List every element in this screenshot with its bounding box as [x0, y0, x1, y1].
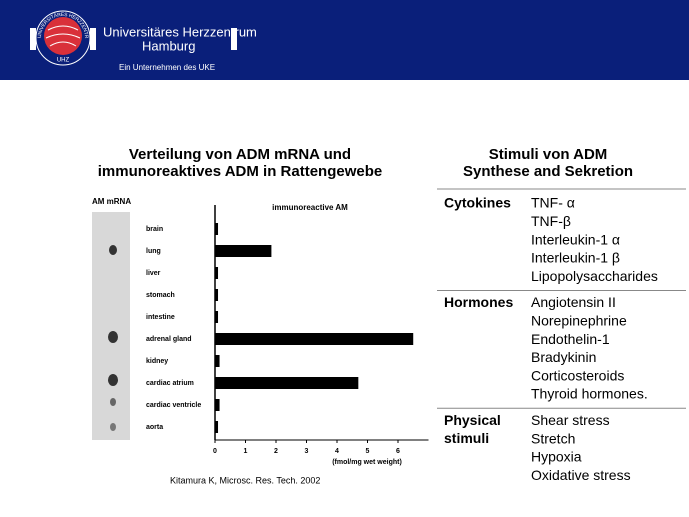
x-tick-label: 0	[213, 448, 217, 455]
blot-band	[110, 423, 116, 431]
blot-band	[109, 245, 117, 255]
category-label: kidney	[146, 358, 168, 365]
right-title: Synthese and Sekretion	[463, 163, 633, 180]
row-item: Endothelin-1	[531, 331, 610, 347]
bar	[215, 311, 219, 323]
blot-bands	[108, 245, 118, 431]
x-tick-label: 5	[366, 448, 370, 455]
blot-band	[108, 374, 118, 386]
bar	[215, 223, 219, 235]
x-tick-label: 6	[396, 448, 400, 455]
row-item: Interleukin-1 β	[531, 250, 620, 266]
row-label: Cytokines	[444, 195, 511, 211]
header-band	[0, 0, 689, 80]
row-item: Lipopolysaccharides	[531, 268, 658, 284]
row-item: TNF-β	[531, 213, 571, 229]
row-item: Oxidative stress	[531, 467, 631, 483]
bar	[215, 333, 414, 345]
citation: Kitamura K, Microsc. Res. Tech. 2002	[170, 475, 320, 485]
category-label: stomach	[146, 292, 175, 299]
blot-band	[110, 398, 116, 406]
x-axis-label: (fmol/mg wet weight)	[332, 459, 402, 466]
logo-lines	[45, 25, 81, 47]
x-tick-label: 1	[244, 448, 248, 455]
row-label: stimuli	[444, 430, 489, 446]
bar	[215, 267, 219, 279]
row-item: Interleukin-1 α	[531, 231, 620, 247]
bar	[215, 355, 220, 367]
row-label: Hormones	[444, 294, 513, 310]
blot-band	[108, 331, 118, 343]
row-item: Norepinephrine	[531, 313, 627, 329]
left-title: Verteilung von ADM mRNA und	[129, 146, 351, 163]
row-item: Thyroid hormones.	[531, 386, 648, 402]
logo-ring	[35, 10, 91, 66]
chart-title: immunoreactive AM	[272, 203, 348, 212]
right-title: Stimuli von ADM	[489, 146, 608, 163]
category-label: cardiac ventricle	[146, 402, 201, 409]
bar	[215, 421, 219, 433]
row-item: Angiotensin II	[531, 294, 616, 310]
x-tick-label: 2	[274, 448, 278, 455]
category-label: cardiac atrium	[146, 380, 194, 387]
row-item: Bradykinin	[531, 349, 596, 365]
logo-bar	[90, 28, 96, 50]
category-label: brain	[146, 226, 163, 233]
category-label: liver	[146, 270, 161, 277]
org-subline: Ein Unternehmen des UKE	[119, 63, 215, 72]
x-tick-label: 4	[335, 448, 339, 455]
row-item: Shear stress	[531, 412, 610, 428]
bar	[215, 289, 219, 301]
row-item: Hypoxia	[531, 449, 582, 465]
blot-label: AM mRNA	[92, 197, 131, 206]
category-label: adrenal gland	[146, 336, 192, 343]
row-item: Corticosteroids	[531, 367, 624, 383]
logo-abbr: UHZ	[57, 58, 70, 64]
category-label: aorta	[146, 424, 163, 431]
category-label: lung	[146, 248, 161, 255]
logo-bar	[231, 28, 237, 50]
bar	[215, 245, 272, 257]
row-label: Physical	[444, 412, 501, 428]
row-item: Stretch	[531, 430, 575, 446]
bar	[215, 399, 220, 411]
logo-heart	[44, 17, 82, 55]
logo-bar	[30, 28, 36, 50]
x-tick-label: 3	[305, 448, 309, 455]
bar	[215, 377, 359, 389]
row-item: TNF- α	[531, 195, 575, 211]
org-city: Hamburg	[142, 38, 195, 53]
left-title: immunoreaktives ADM in Rattengewebe	[98, 163, 383, 180]
category-label: intestine	[146, 314, 175, 321]
org-name: Universitäres Herzzentrum	[103, 24, 257, 39]
